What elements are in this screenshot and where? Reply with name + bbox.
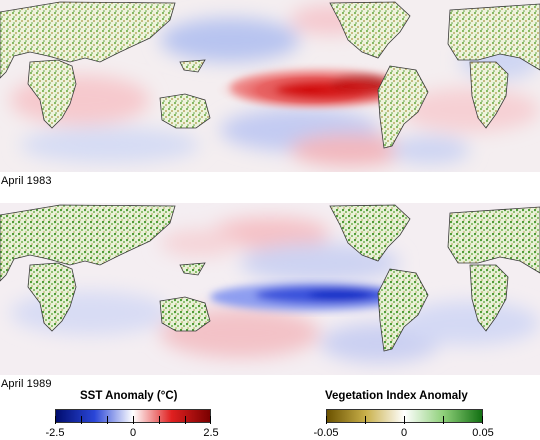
vegetation-tick	[443, 416, 444, 424]
caption-april-1983: April 1983	[1, 175, 52, 187]
sst-tick-label-max: 2.5	[203, 427, 219, 439]
vegetation-legend-title: Vegetation Index Anomaly	[325, 390, 468, 402]
sst-tick	[210, 416, 211, 424]
sst-tick-marks	[55, 416, 211, 426]
sst-tick	[185, 416, 186, 424]
map-april-1989	[0, 203, 540, 375]
sst-tick-label-zero: 0	[129, 427, 137, 439]
vegetation-tick	[482, 416, 483, 424]
sst-tick-label-min: -2.5	[45, 427, 65, 439]
sst-legend-title: SST Anomaly (°C)	[80, 390, 178, 402]
map-april-1983	[0, 0, 540, 172]
sst-tick	[159, 416, 160, 424]
sst-tick	[107, 416, 108, 424]
sst-vegetation-map-1989	[0, 203, 540, 375]
vegetation-tick-label-max: 0.05	[472, 427, 494, 439]
caption-april-1989: April 1989	[1, 378, 52, 390]
vegetation-tick	[365, 416, 366, 424]
sst-tick	[81, 416, 82, 424]
vegetation-tick	[326, 416, 327, 424]
sst-tick	[55, 416, 56, 424]
sst-tick	[133, 416, 134, 424]
vegetation-tick-label-zero: 0	[400, 427, 408, 439]
vegetation-tick-marks	[326, 416, 483, 426]
vegetation-tick	[404, 416, 405, 424]
sst-vegetation-map-1983	[0, 0, 540, 172]
vegetation-tick-label-min: -0.05	[313, 427, 339, 439]
